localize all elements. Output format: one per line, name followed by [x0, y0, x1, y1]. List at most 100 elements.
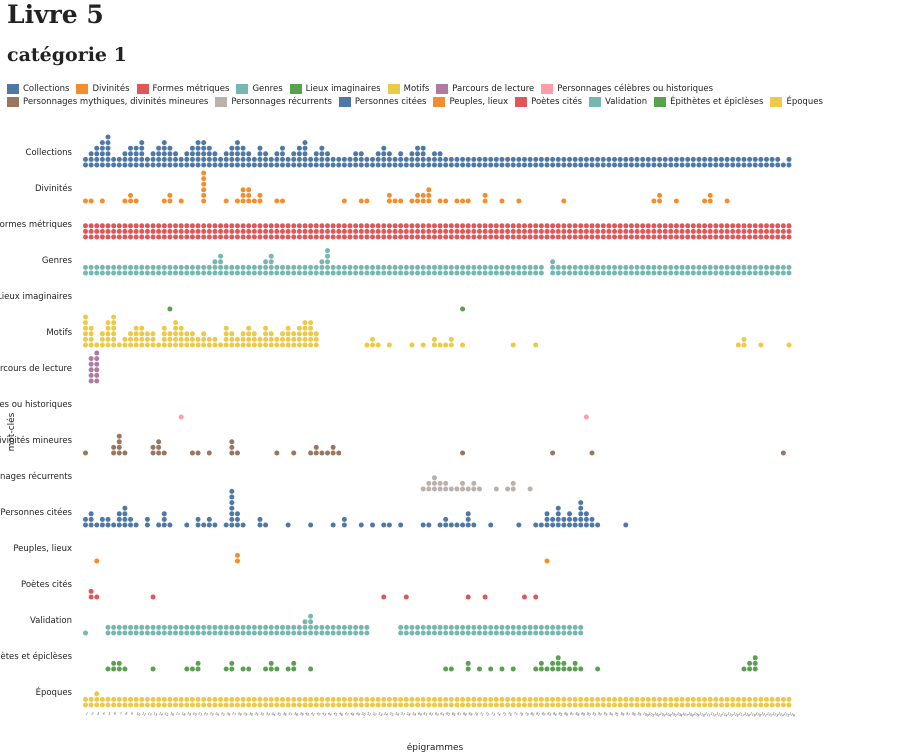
data-point	[257, 270, 263, 276]
data-point	[133, 325, 139, 331]
data-point	[246, 156, 252, 162]
data-point	[212, 630, 218, 636]
data-point	[510, 234, 516, 240]
data-point	[122, 624, 128, 630]
data-point	[83, 331, 88, 337]
data-point	[533, 264, 539, 270]
legend-item-personnages-mythiques-divinites-mineures: Personnages mythiques, divinités mineure…	[7, 96, 208, 108]
data-point	[465, 223, 471, 229]
data-point	[291, 450, 297, 456]
data-point	[752, 660, 758, 666]
data-point	[240, 187, 246, 193]
data-point	[499, 228, 505, 234]
legend-label: Validation	[605, 97, 648, 107]
data-point	[786, 223, 792, 229]
data-point	[229, 488, 235, 494]
data-point	[567, 270, 573, 276]
data-point	[595, 162, 601, 168]
data-point	[572, 270, 578, 276]
x-tick-label: 125	[783, 711, 790, 717]
data-point	[437, 486, 443, 492]
data-point	[88, 594, 94, 600]
x-tick-label: 69	[468, 711, 473, 716]
x-tick-label: 71	[479, 711, 484, 716]
data-point	[94, 378, 100, 384]
data-point	[730, 696, 736, 702]
data-point	[460, 696, 466, 702]
data-point	[398, 228, 404, 234]
data-point	[471, 270, 477, 276]
data-point	[415, 162, 421, 168]
data-point	[510, 223, 516, 229]
data-point	[471, 223, 477, 229]
data-point	[274, 702, 280, 708]
x-tick-label: 94	[608, 711, 613, 716]
data-point	[139, 270, 145, 276]
data-point	[651, 228, 657, 234]
data-point	[482, 162, 488, 168]
data-point	[178, 331, 184, 337]
x-tick-label: 57	[400, 711, 405, 716]
data-point	[251, 331, 257, 337]
data-point	[330, 223, 336, 229]
data-point	[161, 522, 167, 528]
data-point	[201, 145, 207, 151]
data-point	[341, 522, 347, 528]
data-point	[375, 151, 381, 157]
category-label: Divinités	[35, 183, 73, 194]
data-point	[713, 264, 719, 270]
data-point	[465, 666, 471, 672]
data-point	[617, 696, 623, 702]
data-point	[229, 494, 235, 500]
x-tick-label: 122	[766, 711, 773, 717]
data-point	[561, 162, 567, 168]
data-point	[443, 516, 449, 522]
data-point	[426, 486, 432, 492]
data-point	[268, 234, 274, 240]
data-point	[437, 480, 443, 486]
data-point	[538, 624, 544, 630]
data-point	[578, 156, 584, 162]
series-genres	[83, 248, 792, 276]
data-point	[99, 264, 105, 270]
data-point	[747, 264, 753, 270]
data-point	[223, 151, 229, 157]
data-point	[223, 228, 229, 234]
x-tick-label: 83	[547, 711, 552, 716]
data-point	[510, 486, 516, 492]
data-point	[437, 198, 443, 204]
data-point	[550, 624, 556, 630]
data-point	[493, 264, 499, 270]
data-point	[257, 624, 263, 630]
data-point	[156, 439, 162, 445]
x-tick-label: 24	[214, 711, 219, 716]
legend-swatch	[7, 97, 19, 107]
data-point	[105, 320, 111, 326]
data-point	[257, 223, 263, 229]
x-tick-label: 5	[108, 711, 112, 715]
data-point	[251, 223, 257, 229]
data-point	[308, 624, 314, 630]
data-point	[521, 156, 527, 162]
data-point	[673, 264, 679, 270]
data-point	[612, 223, 618, 229]
data-point	[116, 522, 122, 528]
x-tick-label: 36	[282, 711, 287, 716]
data-point	[291, 270, 297, 276]
data-point	[741, 696, 747, 702]
data-point	[251, 696, 257, 702]
series-motifs	[83, 314, 792, 348]
data-point	[234, 151, 240, 157]
data-point	[223, 331, 229, 337]
data-point	[173, 162, 179, 168]
data-point	[234, 270, 240, 276]
data-point	[223, 264, 229, 270]
data-point	[702, 223, 708, 229]
data-point	[488, 522, 494, 528]
data-point	[386, 522, 392, 528]
data-point	[308, 336, 314, 342]
legend-label: Peuples, lieux	[449, 97, 509, 107]
data-point	[657, 696, 663, 702]
data-point	[325, 450, 330, 456]
data-point	[488, 234, 494, 240]
